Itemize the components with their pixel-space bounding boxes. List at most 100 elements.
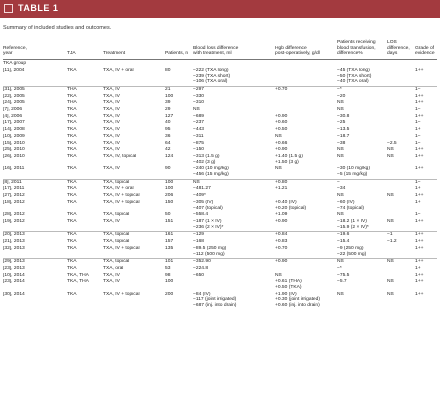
cell-patients: 101 <box>165 258 193 266</box>
cell-line: NS <box>387 153 394 159</box>
table-icon <box>4 4 13 13</box>
table-row: [28], 2012 TKA TXA, topical 50 −558.4 +1.09 NS… <box>3 212 437 219</box>
cell-line: −38 <box>337 140 346 146</box>
cell-line: −240 (10 mg/kg) <box>193 166 229 172</box>
table-row: [24], 2005 THA TXA, IV 39 −310 NS 1++ <box>3 100 437 107</box>
cell-transfusion: NS <box>337 147 387 154</box>
cell-line: +0.50 (TKA) <box>275 285 302 291</box>
cell-patients: 36 <box>165 133 171 139</box>
table-row: [31], 2005 THA TXA, IV 21 −297 +0.70 −* 1− <box>3 85 437 94</box>
cell-line: −74 (topical) <box>337 205 365 211</box>
studies-table: Reference, year TJA Treatment Patients, n… <box>3 40 437 310</box>
cell-ref: [26], 2010 <box>3 153 25 159</box>
cell-tja: TKA <box>67 245 77 251</box>
cell-transfusion: −75.5 <box>337 273 387 280</box>
cell-treatment: TXA, IV + topical <box>103 245 140 251</box>
header-patients: Patients, n <box>165 40 193 61</box>
cell-patients: 40 <box>165 120 171 126</box>
cell-line: −112 (500 mg) <box>193 251 225 257</box>
cell-tja: TKA <box>67 199 77 205</box>
cell-tja: TKA, THA <box>67 279 89 285</box>
cell-ref: [14], 2008 <box>3 127 25 133</box>
cell-grade: 1++ <box>415 245 424 251</box>
cell-line: −25 <box>337 120 346 126</box>
cell-los <box>387 186 415 193</box>
cell-blood: −305 (IV) −407 (topical) <box>193 200 275 212</box>
cell-grade: 1− <box>415 107 421 113</box>
table-caption: Summary of included studies and outcomes… <box>3 25 112 31</box>
table-row: [32], 2013 TKA TXA, IV + topical 135 −89.5 (… <box>3 246 437 259</box>
cell-los <box>387 127 415 134</box>
cell-line: −15.9 (2 × IV)* <box>337 224 369 230</box>
cell-patients: 90 <box>165 166 171 172</box>
cell-line: +0.90 <box>275 259 288 265</box>
cell-line: −19.6 <box>337 232 350 238</box>
cell-hgb: NS <box>275 166 337 179</box>
table-row: [14], 2008 TKA TXA, IV 95 −443 +0.50 −13.5 1+ <box>3 127 437 134</box>
cell-line: −75.5 <box>337 272 350 278</box>
cell-grade: 1++ <box>415 258 437 266</box>
header-line: year <box>3 51 13 57</box>
cell-los <box>387 100 415 107</box>
cell-los: NS <box>387 193 415 200</box>
cell-line: +0.84 <box>275 232 288 238</box>
cell-line: +0.70 <box>275 245 288 251</box>
cell-grade: 1− <box>415 140 421 146</box>
cell-hgb: +0.90 <box>275 219 337 232</box>
cell-grade: 1++ <box>415 113 424 119</box>
header-blood-loss: Blood loss difference with treatment, ml <box>193 40 275 61</box>
table-row: [21], 2013 TKA TXA, topical 157 −168 +0.83 −15… <box>3 239 437 246</box>
cell-line: −117 (joint irrigated) <box>193 297 237 303</box>
header-line: difference% <box>337 51 363 57</box>
cell-grade: 1++ <box>415 272 424 278</box>
cell-treatment: TXA, IV <box>103 85 165 94</box>
table-row: [18], 2012 TKA TXA, IV + topical 150 −305 (I… <box>3 200 437 212</box>
cell-line: −45 (TXA long) <box>337 67 370 73</box>
cell-los: NS <box>387 279 415 291</box>
cell-line: −352.90 <box>193 259 211 265</box>
cell-patients: 21 <box>165 85 193 94</box>
cell-grade: 1++ <box>415 291 424 297</box>
cell-patients: 50 <box>165 212 171 218</box>
cell-hgb <box>275 193 337 200</box>
cell-transfusion: NS <box>337 100 387 107</box>
cell-line: NS <box>193 107 200 113</box>
cell-tja: TKA <box>67 178 103 187</box>
cell-line: −15.4 <box>337 239 350 245</box>
cell-treatment: TXA, IV <box>103 113 120 119</box>
cell-line: +0.66 <box>275 140 288 146</box>
cell-line: −30.8 <box>337 113 350 119</box>
cell-line: −1.2 <box>387 239 397 245</box>
cell-line: NS <box>337 259 344 265</box>
cell-grade: 1++ <box>415 67 424 73</box>
cell-hgb <box>275 107 337 114</box>
cell-line: −13.5 <box>337 127 350 133</box>
table-row: [15], 2010 TKA TXA, IV 64 −875 +0.66 −38 −2.5 1− <box>3 141 437 148</box>
cell-line: −456 (15 mg/kg) <box>193 172 229 178</box>
cell-patients: 100 <box>165 93 174 99</box>
cell-patients: 157 <box>165 239 174 245</box>
table-row: [19], 2012 TKA TXA, IV 151 −187 (1 × IV) −236… <box>3 219 437 232</box>
cell-tja: TKA <box>67 231 103 240</box>
cell-line: −558.4 <box>193 212 209 218</box>
cell-blood: −150 <box>193 147 275 154</box>
cell-grade: 1++ <box>415 147 424 153</box>
cell-los <box>387 200 415 212</box>
header-line: Patients, n <box>165 51 189 57</box>
table-row: [20], 2013 TKA TXA, topical 161 −129 +0.84 −19… <box>3 231 437 240</box>
cell-line: −687 (inj. into drain) <box>193 303 237 309</box>
cell-line: NS <box>337 100 344 106</box>
table-row: [26], 2010 TKA TXA, IV, topical 124 −313 (1.… <box>3 154 437 166</box>
cell-ref: [23], 2014 <box>3 279 25 285</box>
cell-hgb: +0.40 (IV) +0.20 (topical) <box>275 200 337 212</box>
cell-line: NS <box>387 279 394 285</box>
cell-line: −* <box>337 265 342 271</box>
cell-transfusion: −45 (TXA long) −50 (TXA short) −40 (TXA or… <box>337 68 387 87</box>
cell-tja: TKA <box>67 133 77 139</box>
header-line: post-operatively, g/dl <box>275 51 320 57</box>
cell-hgb: NS <box>275 134 337 141</box>
cell-grade: 1++ <box>415 100 424 106</box>
cell-los <box>387 68 415 87</box>
cell-line: +0.70 <box>275 86 288 92</box>
cell-treatment: TXA, IV <box>103 127 120 133</box>
